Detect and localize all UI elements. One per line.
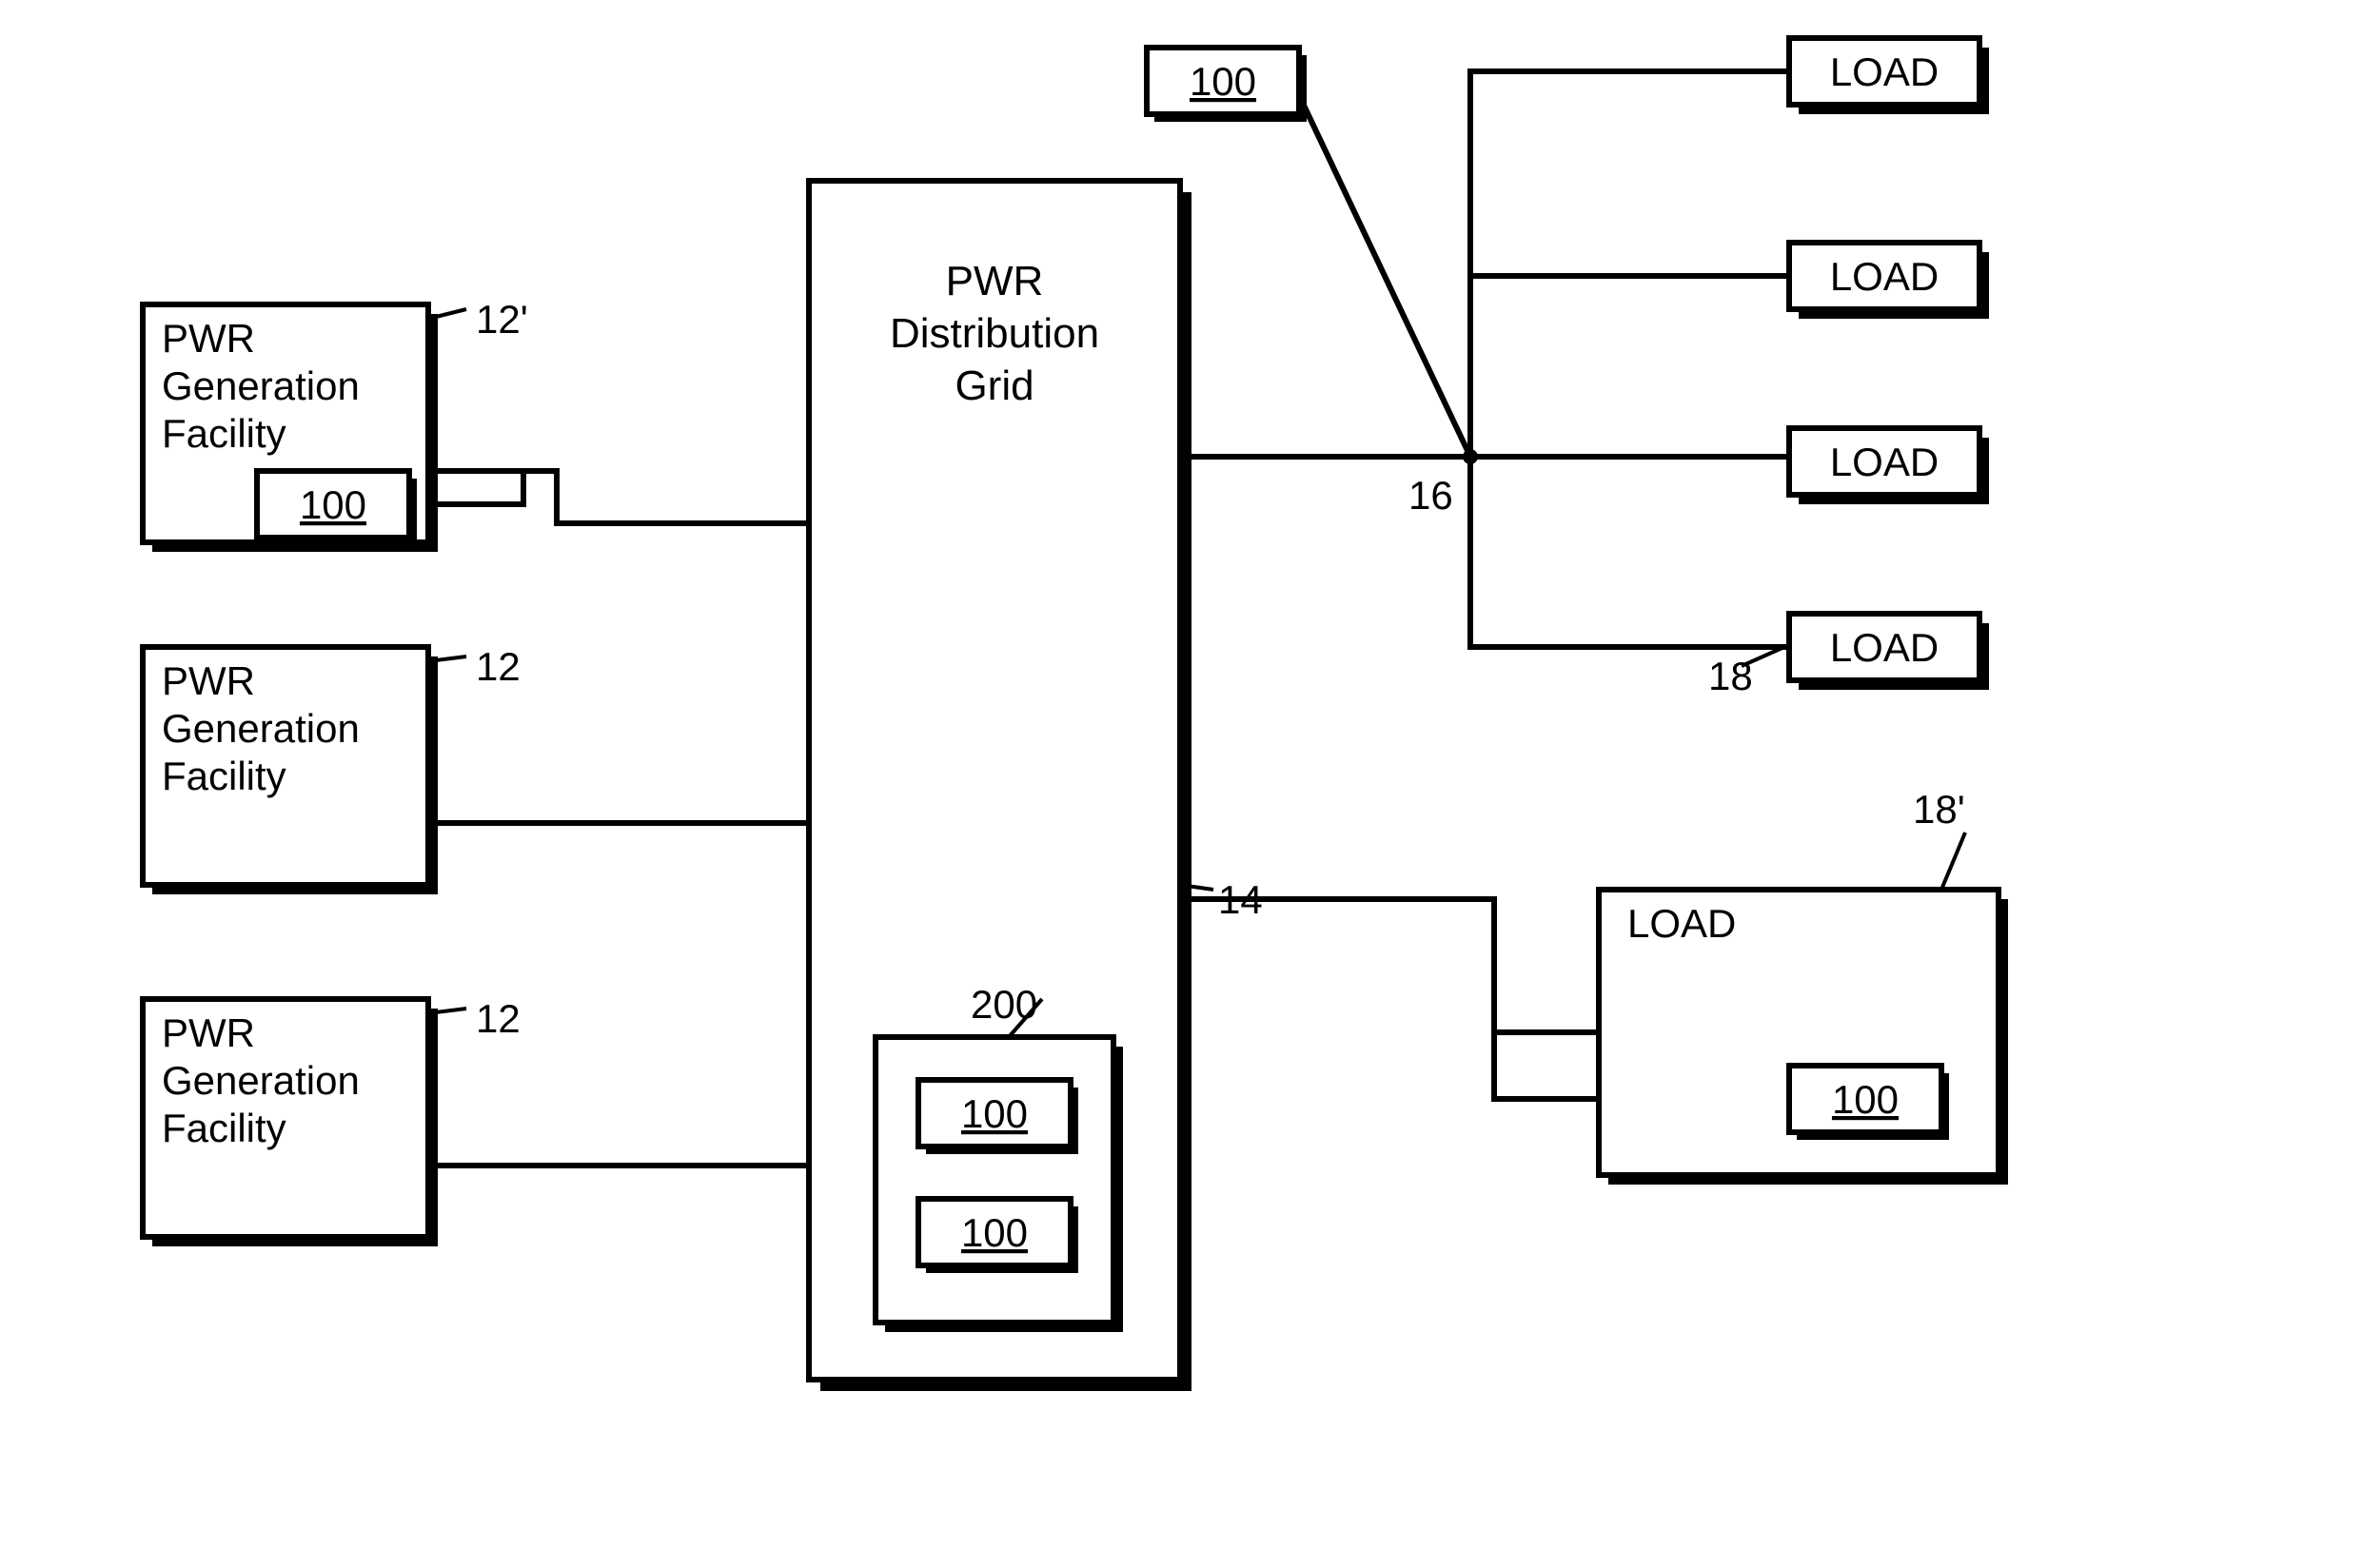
load-box: LOAD bbox=[1789, 428, 1989, 504]
pwr-generation-facility: PWRGenerationFacility 12 bbox=[143, 644, 521, 894]
label-text: Grid bbox=[955, 363, 1034, 409]
label-text: 100 bbox=[1190, 59, 1256, 104]
label-text: Facility bbox=[162, 754, 286, 798]
label-text: LOAD bbox=[1830, 254, 1939, 299]
module-100: 100 bbox=[918, 1199, 1078, 1273]
label-text: 100 bbox=[961, 1210, 1028, 1255]
label-text: Facility bbox=[162, 1106, 286, 1150]
label-text: LOAD bbox=[1830, 440, 1939, 484]
label-text: Generation bbox=[162, 1058, 360, 1103]
edge-junction-load4 bbox=[1470, 457, 1789, 647]
ref-16: 16 bbox=[1408, 473, 1453, 518]
ref-14: 14 bbox=[1218, 877, 1263, 922]
load-box: LOAD 18 bbox=[1708, 614, 1989, 698]
ref-label: 12 bbox=[476, 644, 521, 689]
module-group-200: 200 bbox=[876, 982, 1123, 1332]
edge-gen1-grid bbox=[428, 471, 809, 523]
pwr-generation-facility: PWRGenerationFacility 12 bbox=[143, 996, 521, 1246]
label-text: PWR bbox=[162, 658, 255, 703]
label-text: Distribution bbox=[890, 310, 1099, 357]
label-text: 100 bbox=[1832, 1077, 1899, 1122]
ref-label: 12 bbox=[476, 996, 521, 1041]
load-box: LOAD bbox=[1789, 243, 1989, 319]
label-text: Generation bbox=[162, 363, 360, 408]
label-text: PWR bbox=[162, 316, 255, 361]
load-box: LOAD bbox=[1789, 38, 1989, 114]
label-text: 100 bbox=[300, 482, 366, 527]
leader-line bbox=[1941, 833, 1965, 890]
edge-node100-junction bbox=[1299, 95, 1470, 457]
ref-18: 18 bbox=[1708, 654, 1753, 698]
ref-label: 12' bbox=[476, 297, 528, 342]
label-text: LOAD bbox=[1830, 625, 1939, 670]
module-100: 100 bbox=[257, 471, 417, 545]
module-100: 100 bbox=[918, 1080, 1078, 1154]
label-text: PWR bbox=[946, 258, 1044, 304]
label-text: 100 bbox=[961, 1091, 1028, 1136]
ref-18-prime: 18' bbox=[1913, 787, 1965, 832]
edge-junction-load1 bbox=[1470, 71, 1789, 457]
label-text: PWR bbox=[162, 1010, 255, 1055]
label-text: LOAD bbox=[1627, 901, 1736, 946]
label-text: LOAD bbox=[1830, 49, 1939, 94]
junction-node bbox=[1463, 449, 1478, 464]
label-text: Facility bbox=[162, 411, 286, 456]
ref-200: 200 bbox=[971, 982, 1037, 1027]
label-text: Generation bbox=[162, 706, 360, 751]
module-100: 100 bbox=[1789, 1066, 1949, 1140]
module-100-top: 100 bbox=[1147, 48, 1307, 122]
